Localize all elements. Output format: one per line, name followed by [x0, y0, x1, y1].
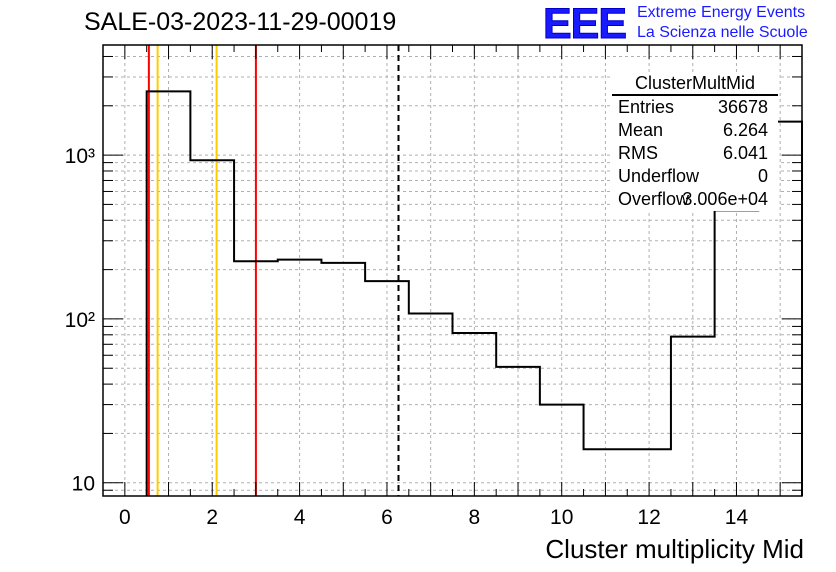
histogram-layer: [145, 90, 803, 496]
stats-row: Mean 6.264: [612, 119, 778, 142]
x-tick-label: 4: [294, 506, 306, 529]
stats-key: Underflow: [618, 166, 700, 186]
stats-box-name: ClusterMultMid: [612, 72, 778, 96]
stats-key: RMS: [618, 143, 658, 163]
x-tick-label: 2: [206, 506, 218, 529]
stats-row: RMS 6.041: [612, 142, 778, 165]
histogram-outline: [145, 90, 803, 496]
eee-logo: EEE: [542, 0, 627, 48]
stats-key: Overflow: [618, 189, 690, 209]
tick-label-layer: 0 2 4 6 8 10 12 14 10 10² 10³: [65, 145, 749, 529]
stats-box: ClusterMultMid Entries 36678 Mean 6.264 …: [612, 72, 778, 211]
stats-key: Mean: [618, 120, 664, 140]
stats-key: Entries: [618, 97, 675, 117]
x-tick-label: 0: [119, 506, 131, 529]
stats-value: 6.041: [722, 143, 768, 163]
y-tick-label: 10: [72, 473, 95, 496]
stats-value: 3.006e+04: [682, 189, 768, 209]
marker-lines-layer: [147, 45, 400, 496]
tick-layer: [102, 45, 803, 496]
stats-row: Overflow 3.006e+04: [612, 188, 778, 211]
y-tick-label: 10²: [65, 309, 95, 332]
x-tick-label: 14: [725, 506, 749, 529]
stats-value: 6.264: [722, 120, 768, 140]
stats-row: Entries 36678: [612, 96, 778, 119]
logo-line-1: Extreme Energy Events: [637, 4, 806, 21]
logo-line-2: La Scienza nelle Scuole: [637, 24, 808, 41]
stats-row: Underflow 0: [612, 165, 778, 188]
x-tick-label: 8: [469, 506, 481, 529]
stats-value: 36678: [717, 97, 768, 117]
x-tick-label: 12: [637, 506, 660, 529]
histogram-bin: [584, 449, 671, 496]
x-tick-label: 6: [381, 506, 393, 529]
x-axis-label: Cluster multiplicity Mid: [545, 534, 804, 564]
chart-title: SALE-03-2023-11-29-00019: [84, 8, 397, 36]
x-tick-label: 10: [550, 506, 573, 529]
stats-value: 0: [757, 166, 768, 186]
y-tick-label: 10³: [65, 145, 95, 168]
